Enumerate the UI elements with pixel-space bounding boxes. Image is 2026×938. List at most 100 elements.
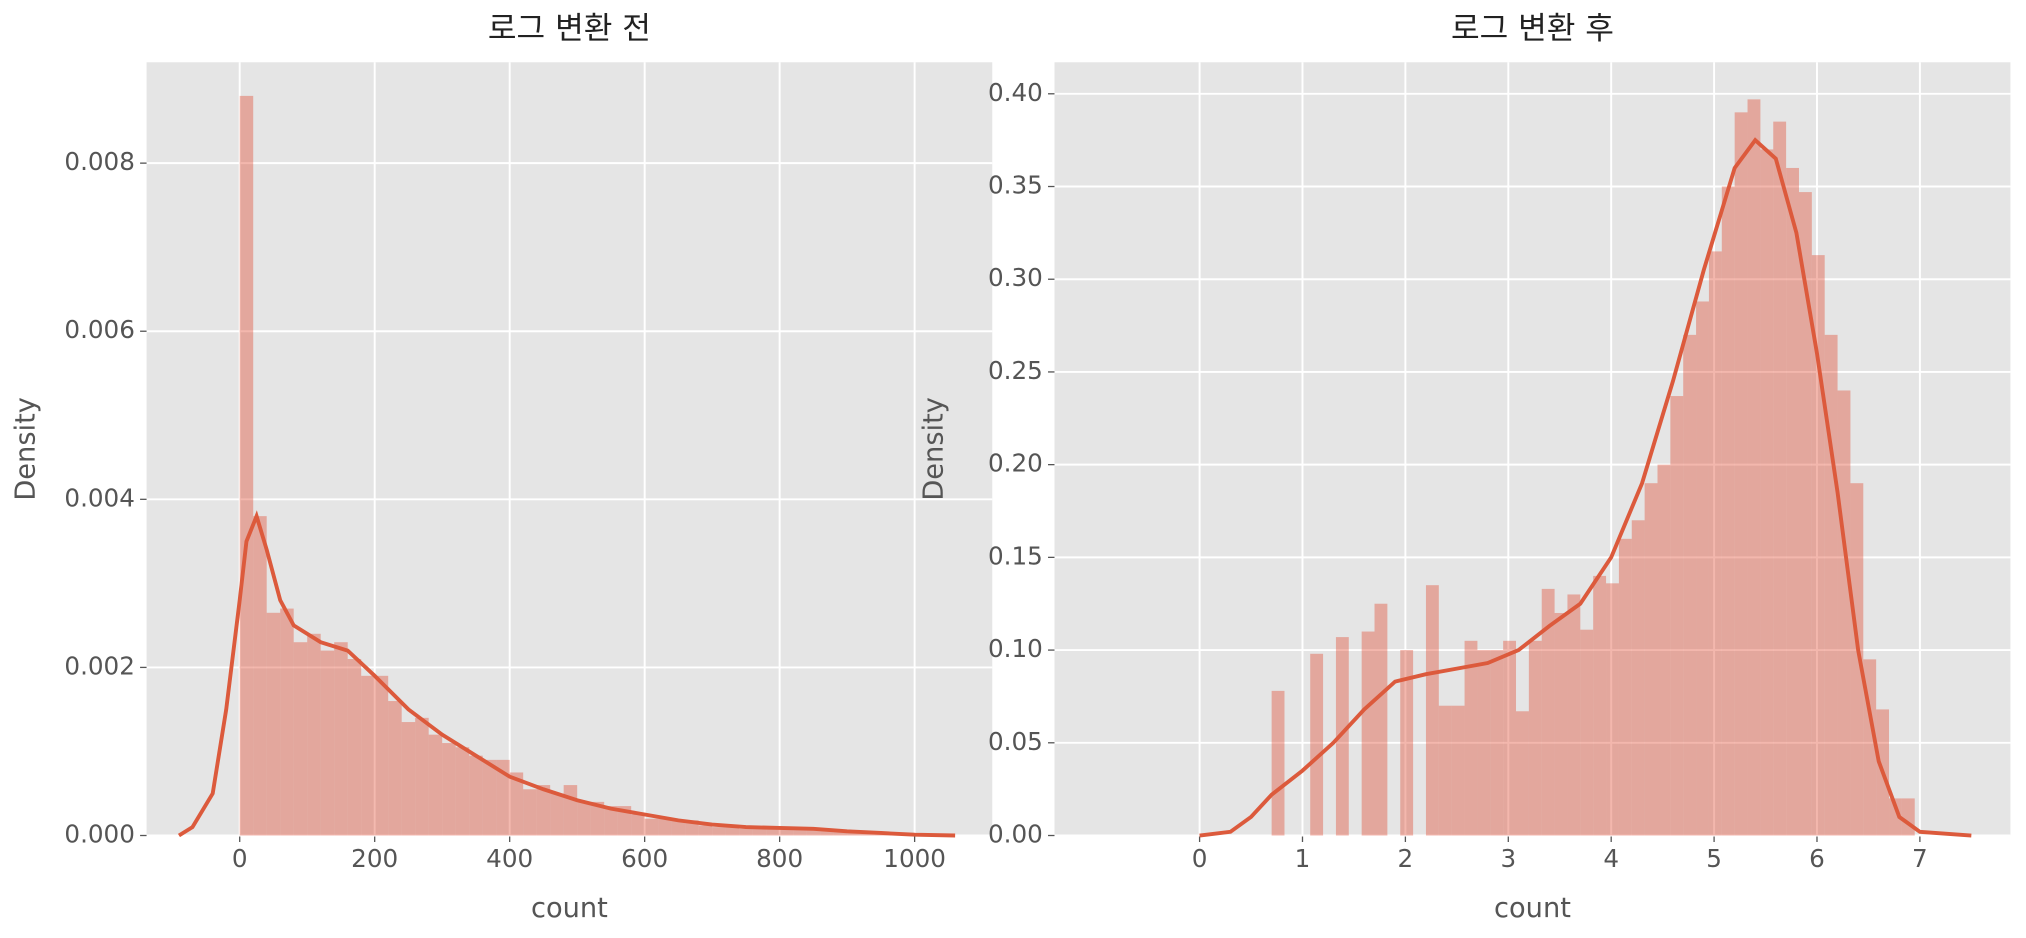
bar xyxy=(482,759,497,836)
bar xyxy=(1464,640,1478,836)
x-tick-label: 1 xyxy=(1295,844,1311,873)
y-tick-label: 0.000 xyxy=(64,820,134,849)
bar xyxy=(1477,650,1491,836)
bar xyxy=(577,801,591,836)
bar xyxy=(1335,637,1349,836)
y-tick-label: 0.15 xyxy=(988,541,1043,570)
bar xyxy=(496,759,510,836)
bar xyxy=(644,818,659,836)
x-axis-label: count xyxy=(531,893,608,924)
bar xyxy=(1670,396,1684,836)
bar xyxy=(1644,483,1658,836)
plot-background xyxy=(1054,62,2011,836)
bar xyxy=(509,772,524,836)
bar xyxy=(442,743,456,836)
y-tick-label: 0.05 xyxy=(988,727,1043,756)
y-axis-label: Density xyxy=(11,397,42,501)
bar xyxy=(1850,483,1864,836)
bar xyxy=(725,827,740,836)
bar xyxy=(1811,255,1825,836)
bar xyxy=(1606,583,1619,836)
x-tick-label: 4 xyxy=(1603,844,1619,873)
x-tick-label: 7 xyxy=(1912,844,1928,873)
bar xyxy=(847,832,861,836)
y-tick-label: 0.35 xyxy=(988,171,1043,200)
bar xyxy=(1631,520,1645,836)
bar xyxy=(388,701,402,836)
bar xyxy=(1901,798,1915,836)
bar xyxy=(1503,640,1517,836)
bar xyxy=(1541,588,1555,836)
bar xyxy=(631,814,645,836)
y-tick-label: 0.25 xyxy=(988,356,1043,385)
x-tick-label: 3 xyxy=(1500,844,1516,873)
x-tick-label: 600 xyxy=(621,844,668,873)
bar xyxy=(320,650,335,836)
bar xyxy=(779,827,794,836)
bar xyxy=(1310,653,1324,836)
y-tick-label: 0.008 xyxy=(64,147,134,176)
bar xyxy=(1528,640,1542,836)
bar xyxy=(1760,149,1774,836)
bar xyxy=(806,828,821,836)
bar xyxy=(671,820,686,836)
bar xyxy=(469,755,483,836)
chart-title: 로그 변환 전 xyxy=(488,11,651,47)
plot-background xyxy=(146,62,993,836)
bar xyxy=(1721,186,1735,836)
bar xyxy=(536,785,551,836)
y-tick-label: 0.40 xyxy=(988,78,1043,107)
bar xyxy=(1734,112,1748,836)
bar xyxy=(1837,390,1851,836)
bar xyxy=(1400,650,1414,836)
bar xyxy=(1683,334,1697,836)
bar xyxy=(1451,705,1465,836)
bar xyxy=(1516,711,1529,836)
kde-line xyxy=(1199,137,1972,838)
y-tick-label: 0.30 xyxy=(988,263,1043,292)
bar xyxy=(1657,464,1671,836)
x-axis-label: count xyxy=(1494,893,1571,924)
bar xyxy=(415,717,429,836)
bar xyxy=(604,806,618,836)
bar xyxy=(1580,629,1594,836)
bar xyxy=(307,633,321,836)
bar xyxy=(766,827,780,836)
y-tick-label: 0.006 xyxy=(64,315,134,344)
x-tick-label: 1000 xyxy=(883,844,946,873)
bar xyxy=(833,831,848,836)
bar xyxy=(293,642,308,836)
bar xyxy=(1786,167,1799,836)
x-tick-label: 0 xyxy=(1192,844,1208,873)
bar xyxy=(253,516,267,836)
bar xyxy=(1889,798,1902,836)
bar xyxy=(1425,585,1439,836)
bar xyxy=(280,608,294,836)
x-tick-label: 2 xyxy=(1398,844,1414,873)
bar xyxy=(793,828,807,836)
y-tick-label: 0.00 xyxy=(988,820,1043,849)
bar xyxy=(550,793,564,836)
bar xyxy=(1361,631,1375,836)
bar xyxy=(712,827,726,836)
bar xyxy=(347,659,362,836)
bar xyxy=(1773,121,1787,836)
y-tick-label: 0.004 xyxy=(64,483,134,512)
x-tick-label: 800 xyxy=(756,844,803,873)
bar xyxy=(698,825,713,836)
bar xyxy=(739,828,753,836)
bar xyxy=(1271,690,1285,836)
x-tick-label: 0 xyxy=(232,844,248,873)
bar xyxy=(266,612,281,836)
chart-title: 로그 변환 후 xyxy=(1451,11,1614,47)
y-axis-label: Density xyxy=(919,397,950,501)
bar xyxy=(1438,705,1452,836)
bar xyxy=(1618,538,1632,836)
bar xyxy=(523,789,537,836)
x-tick-label: 5 xyxy=(1706,844,1722,873)
bar xyxy=(658,818,672,836)
bar xyxy=(1554,612,1568,836)
bar xyxy=(1798,192,1812,836)
bar xyxy=(428,734,443,836)
